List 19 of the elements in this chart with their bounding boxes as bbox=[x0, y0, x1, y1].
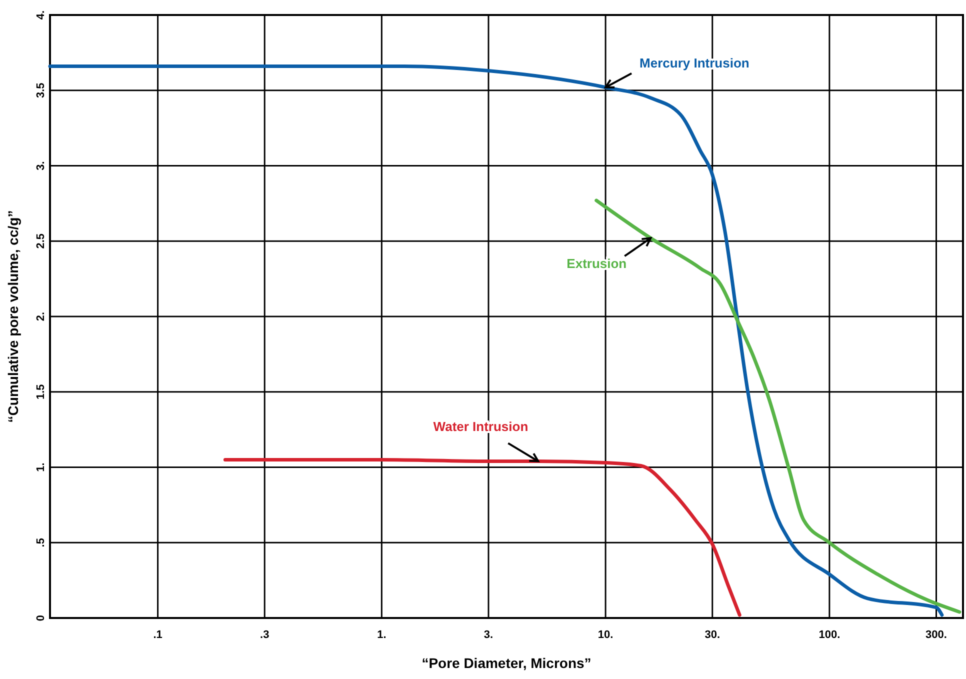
x-tick-label: 10. bbox=[598, 629, 614, 641]
x-axis-title: “Pore Diameter, Microns” bbox=[422, 655, 592, 671]
y-tick-label: 3.5 bbox=[35, 82, 47, 98]
y-tick-label: 3. bbox=[35, 161, 47, 170]
y-axis-title: “Cumulative pore volume, cc/g” bbox=[5, 210, 21, 423]
x-tick-label: 100. bbox=[818, 629, 840, 641]
y-tick-label: 1.5 bbox=[35, 384, 47, 400]
x-tick-label: .3 bbox=[260, 629, 270, 641]
y-tick-label: 2.5 bbox=[35, 233, 47, 249]
x-tick-label: .1 bbox=[153, 629, 162, 641]
x-tick-label: 30. bbox=[704, 629, 720, 641]
y-tick-label: 4. bbox=[35, 10, 47, 20]
x-tick-label: 3. bbox=[484, 629, 494, 641]
y-tick-label: .5 bbox=[35, 538, 47, 548]
x-tick-label: 300. bbox=[926, 629, 947, 641]
y-tick-label: 0 bbox=[35, 614, 47, 622]
y-tick-label: 1. bbox=[35, 462, 47, 472]
x-tick-label: 1. bbox=[377, 629, 386, 641]
y-tick-label: 2. bbox=[35, 312, 47, 322]
